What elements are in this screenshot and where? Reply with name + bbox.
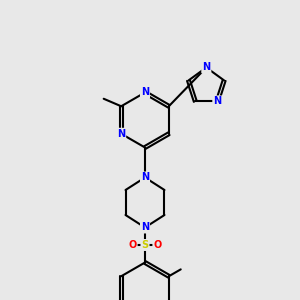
Text: S: S bbox=[141, 240, 148, 250]
Text: N: N bbox=[117, 129, 125, 139]
Text: N: N bbox=[202, 62, 210, 73]
Text: N: N bbox=[213, 96, 221, 106]
Text: O: O bbox=[153, 240, 162, 250]
Text: N: N bbox=[141, 88, 149, 98]
Text: O: O bbox=[128, 240, 136, 250]
Text: N: N bbox=[141, 172, 149, 182]
Text: N: N bbox=[141, 223, 149, 232]
